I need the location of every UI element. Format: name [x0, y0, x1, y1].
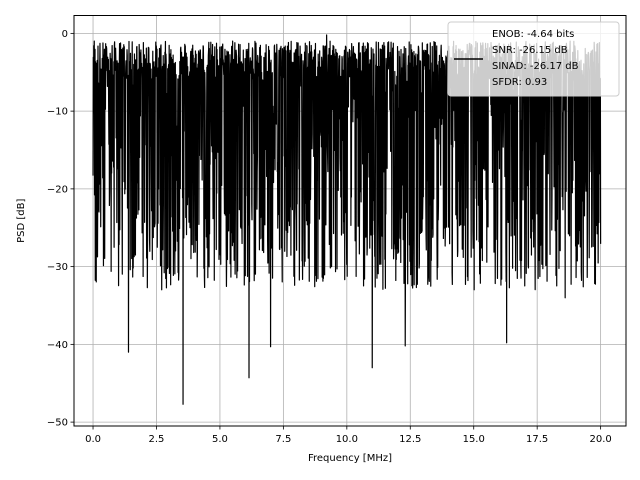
legend: ENOB: -4.64 bits SNR: -26.15 dB SINAD: -… — [447, 21, 620, 97]
legend-enob: ENOB: -4.64 bits — [492, 29, 574, 40]
plot-frame — [73, 15, 627, 427]
x-tick-label: 0.0 — [85, 434, 101, 445]
x-axis-ticks: 0.0 2.5 5.0 7.5 10.0 12.5 15.0 17.5 20.0 — [85, 426, 612, 445]
y-axis-ticks: 0 −10 −20 −30 −40 −50 — [47, 29, 74, 429]
legend-sinad: SINAD: -26.17 dB — [492, 61, 579, 72]
x-tick-label: 12.5 — [399, 434, 421, 445]
x-tick-label: 20.0 — [589, 434, 611, 445]
x-tick-label: 17.5 — [526, 434, 548, 445]
x-tick-label: 2.5 — [149, 434, 165, 445]
x-tick-label: 5.0 — [212, 434, 228, 445]
y-axis-label: PSD [dB] — [16, 199, 27, 243]
legend-box — [447, 21, 620, 97]
x-tick-label: 15.0 — [463, 434, 485, 445]
y-tick-label: −40 — [47, 340, 68, 351]
legend-snr: SNR: -26.15 dB — [492, 45, 568, 56]
y-tick-label: 0 — [62, 29, 68, 40]
x-axis-label: Frequency [MHz] — [308, 453, 392, 464]
x-tick-label: 7.5 — [275, 434, 291, 445]
y-tick-label: −20 — [47, 184, 68, 195]
x-tick-label: 10.0 — [336, 434, 358, 445]
y-tick-label: −10 — [47, 107, 68, 118]
legend-sfdr: SFDR: 0.93 — [492, 77, 547, 88]
y-tick-label: −50 — [47, 418, 68, 429]
y-tick-label: −30 — [47, 262, 68, 273]
